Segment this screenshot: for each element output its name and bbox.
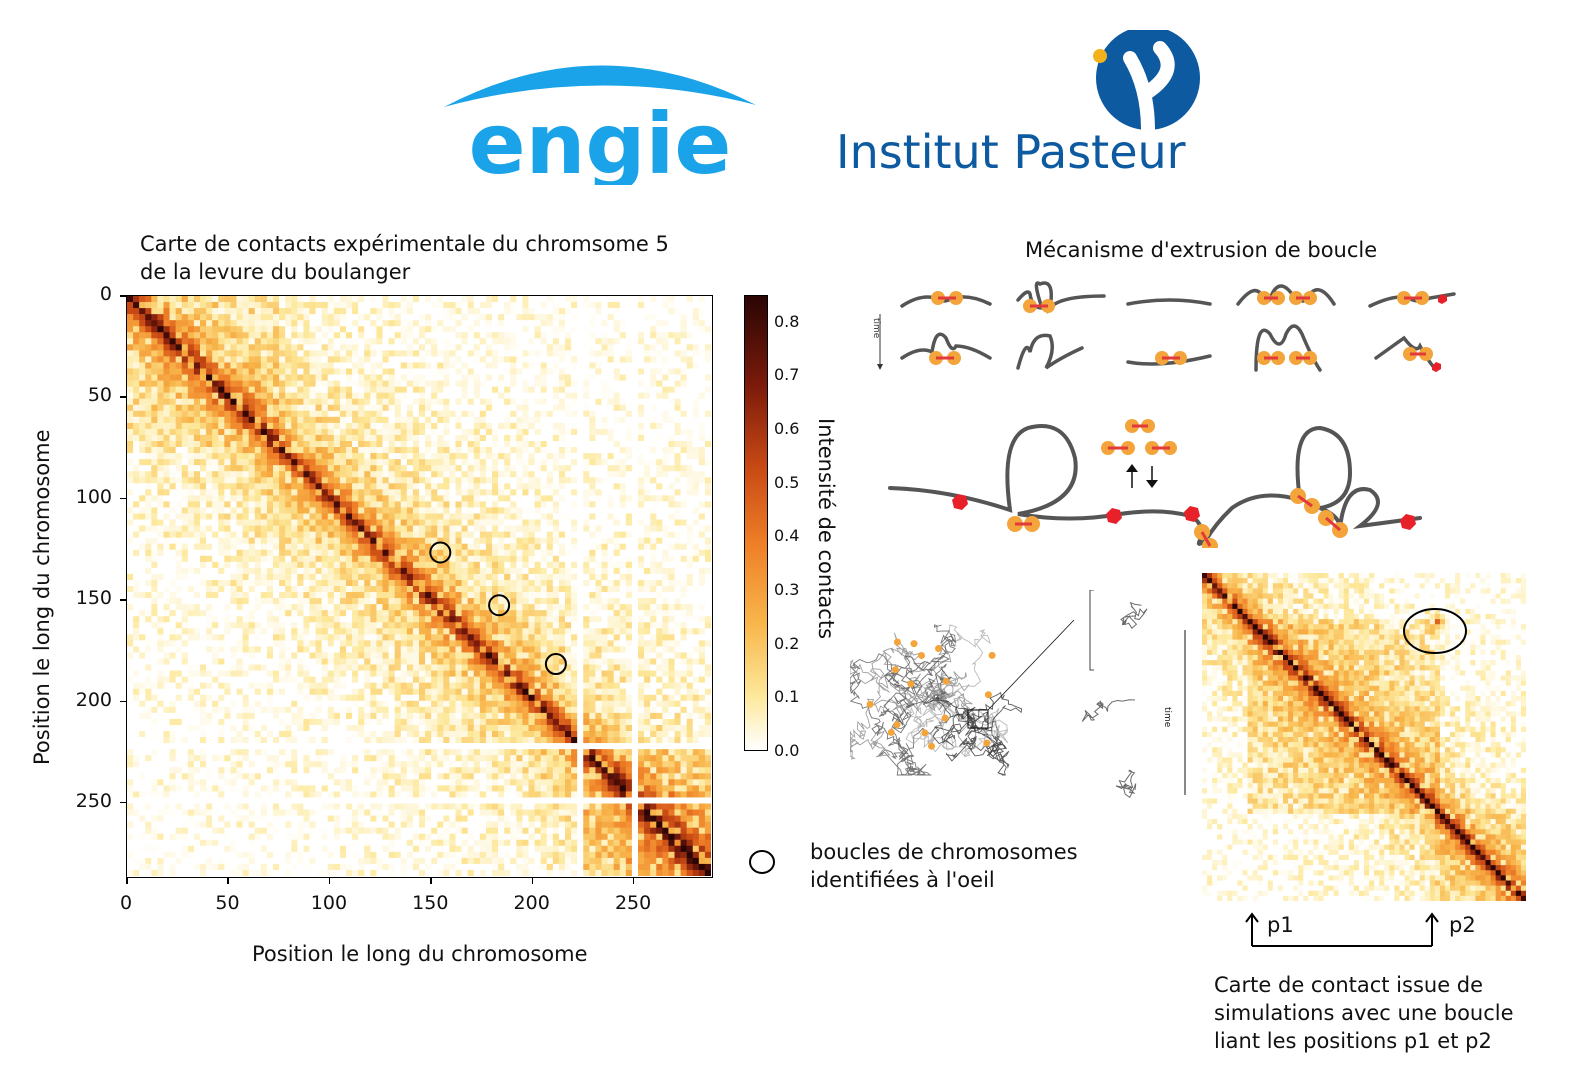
colorbar-tick-label: 0.0: [774, 741, 800, 760]
x-tick-label: 250: [614, 892, 652, 914]
y-axis-label: Position le long du chromosome: [30, 429, 54, 765]
colorbar-tick-label: 0.2: [774, 633, 800, 653]
colorbar-tick-label: 0.4: [774, 526, 800, 546]
colorbar-tick-label: 0.8: [774, 311, 800, 331]
y-tick: [120, 599, 126, 601]
y-tick-label: 150: [75, 587, 112, 610]
loop-legend-circle-icon: [749, 850, 775, 874]
time-label-2: time: [1162, 707, 1172, 728]
y-tick: [120, 497, 126, 500]
y-tick-label: 0: [99, 283, 112, 305]
x-tick-label: 200: [513, 892, 550, 914]
svg-text:Institut Pasteur: Institut Pasteur: [836, 125, 1186, 179]
svg-text:engie: engie: [469, 95, 732, 185]
x-tick-label: 50: [215, 892, 240, 914]
simulated-loop-marker: [1403, 608, 1467, 654]
p1-label: p1: [1267, 913, 1294, 937]
y-tick-label: 100: [75, 485, 112, 508]
legend-text-line2: identifiées à l'oeil: [810, 868, 995, 892]
colorbar-tick-label: 0.3: [774, 580, 800, 600]
loop-circle-1: [429, 541, 452, 564]
legend-text-line1: boucles de chromosomes: [810, 840, 1078, 864]
sim-caption-line2: simulations avec une boucle: [1214, 1001, 1514, 1025]
y-tick-labels: 0 50 100 150 200 250: [60, 283, 126, 878]
loop-extrusion-diagram: time: [871, 281, 1456, 548]
contact-map-title-line2: de la levure du boulanger: [140, 260, 411, 284]
loop-circle-2: [488, 594, 511, 617]
colorbar-tick-label: 0.6: [774, 419, 800, 439]
y-tick: [120, 396, 126, 398]
x-tick: [632, 878, 635, 884]
engie-logo: engie: [440, 55, 760, 193]
p2-label: p2: [1449, 913, 1476, 937]
institut-pasteur-logo: Institut Pasteur: [830, 26, 1210, 190]
y-tick-label: 250: [75, 789, 112, 812]
p1-p2-bracket: [1245, 912, 1439, 947]
colorbar-tick-label: 0.5: [774, 472, 800, 492]
mechanism-title: Mécanisme d'extrusion de boucle: [1025, 238, 1378, 262]
colorbar-label: Intensité de contacts: [814, 418, 838, 640]
colorbar-tick-label: 0.7: [774, 365, 800, 385]
experimental-contact-map: [126, 295, 713, 878]
colorbar: [744, 295, 768, 751]
x-tick-label: 150: [412, 892, 449, 914]
colorbar-tick-label: 0.1: [774, 687, 800, 707]
colorbar-tick-labels: 0.0 0.1 0.2 0.3 0.4 0.5 0.6 0.7 0.8: [768, 295, 818, 760]
y-tick-label: 200: [75, 688, 112, 711]
x-tick: [430, 878, 432, 884]
y-tick: [120, 801, 126, 804]
x-tick: [227, 878, 229, 884]
polymer-simulation-image: [850, 590, 1186, 799]
y-tick: [120, 700, 126, 703]
x-tick-label: 0: [120, 892, 133, 914]
x-tick-label: 100: [310, 892, 348, 914]
x-axis-label: Position le long du chromosome: [252, 942, 588, 966]
simulated-contact-map: [1202, 573, 1526, 901]
y-tick-label: 50: [87, 384, 112, 407]
x-tick: [328, 878, 331, 884]
y-tick: [120, 295, 126, 297]
loop-markers: [429, 541, 567, 676]
x-tick: [126, 878, 128, 884]
x-tick: [531, 878, 534, 884]
x-tick-labels: 0 50 100 150 200 250: [120, 878, 713, 918]
contact-map-title-line1: Carte de contacts expérimentale du chrom…: [140, 232, 669, 256]
loop-circle-3: [544, 653, 567, 676]
sim-caption-line1: Carte de contact issue de: [1214, 973, 1484, 997]
sim-caption-line3: liant les positions p1 et p2: [1214, 1029, 1492, 1053]
